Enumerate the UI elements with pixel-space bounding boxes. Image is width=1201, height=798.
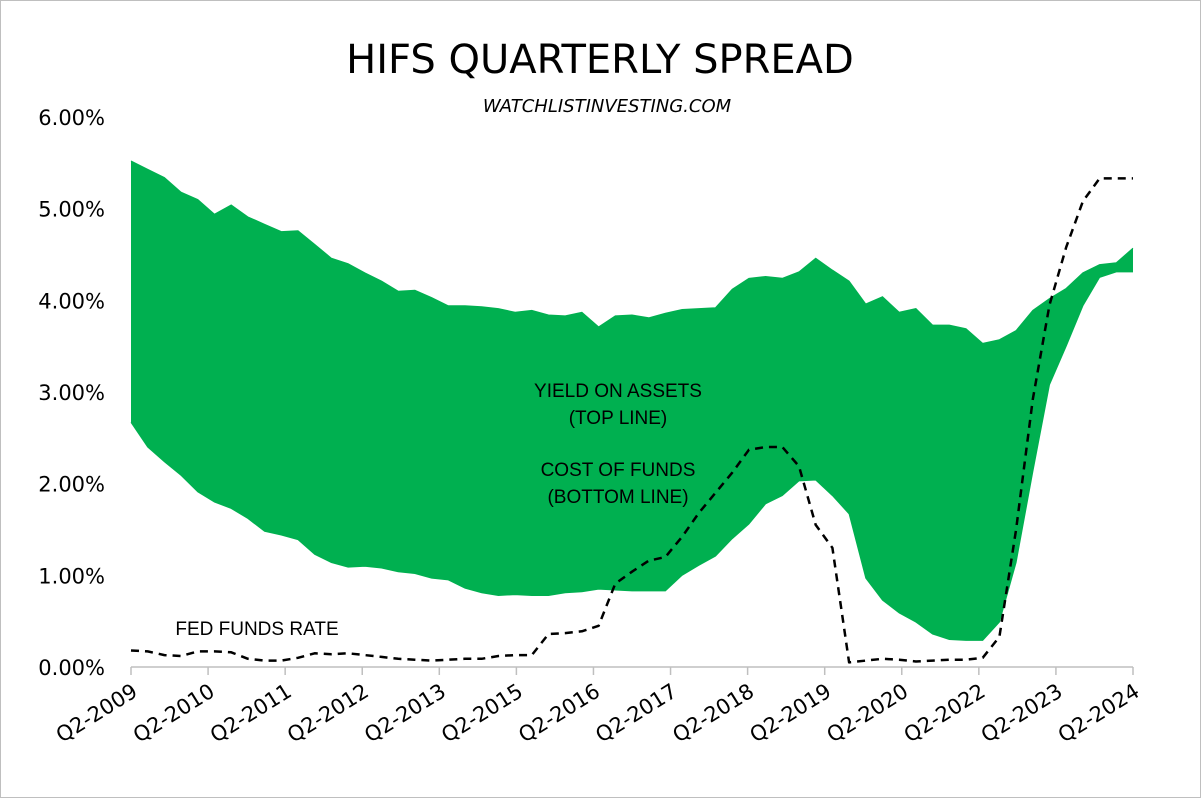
series-line-cost-of-funds — [130, 271, 1133, 641]
spread-area — [131, 161, 1133, 641]
annotation-yield-sub: (TOP LINE) — [569, 408, 668, 429]
chart-subtitle: WATCHLISTINVESTING.COM — [483, 96, 732, 117]
series-line-fed-funds-rate — [130, 177, 1133, 664]
y-tick-label: 0.00% — [38, 656, 105, 680]
x-tick-label: Q2-2013 — [360, 679, 450, 748]
y-tick-label: 2.00% — [38, 473, 105, 497]
annotation-yield: YIELD ON ASSETS — [534, 381, 702, 402]
y-axis-ticks: 0.00% 1.00% 2.00% 3.00% 4.00% 5.00% 6.00% — [38, 106, 105, 680]
x-tick-label: Q2-2023 — [977, 679, 1067, 748]
x-tick-label: Q2-2011 — [206, 679, 296, 748]
x-tick-label: Q2-2017 — [591, 679, 681, 748]
y-tick-label: 4.00% — [38, 289, 105, 313]
series-layer — [130, 160, 1134, 664]
x-tick-label: Q2-2019 — [746, 679, 836, 748]
annotation-cost-sub: (BOTTOM LINE) — [547, 487, 688, 508]
chart-title: HIFS QUARTERLY SPREAD — [346, 37, 854, 83]
x-tick-label: Q2-2022 — [900, 679, 990, 748]
annotation-cost: COST OF FUNDS — [541, 460, 696, 481]
x-tick-label: Q2-2015 — [437, 679, 527, 748]
x-tick-label: Q2-2009 — [52, 679, 142, 748]
x-tick-label: Q2-2012 — [283, 679, 373, 748]
series-line-yield-on-assets — [130, 160, 1134, 344]
y-tick-label: 5.00% — [38, 198, 105, 222]
x-axis: Q2-2009Q2-2010Q2-2011Q2-2012Q2-2013Q2-20… — [52, 666, 1144, 748]
annotation-fed-funds: FED FUNDS RATE — [175, 619, 338, 640]
x-tick-label: Q2-2018 — [668, 679, 758, 748]
x-tick-label: Q2-2024 — [1054, 679, 1144, 748]
y-tick-label: 3.00% — [38, 381, 105, 405]
x-tick-label: Q2-2016 — [514, 679, 604, 748]
x-tick-label: Q2-2010 — [129, 679, 219, 748]
y-tick-label: 1.00% — [38, 564, 105, 588]
y-tick-label: 6.00% — [38, 106, 105, 130]
x-tick-label: Q2-2020 — [823, 679, 913, 748]
